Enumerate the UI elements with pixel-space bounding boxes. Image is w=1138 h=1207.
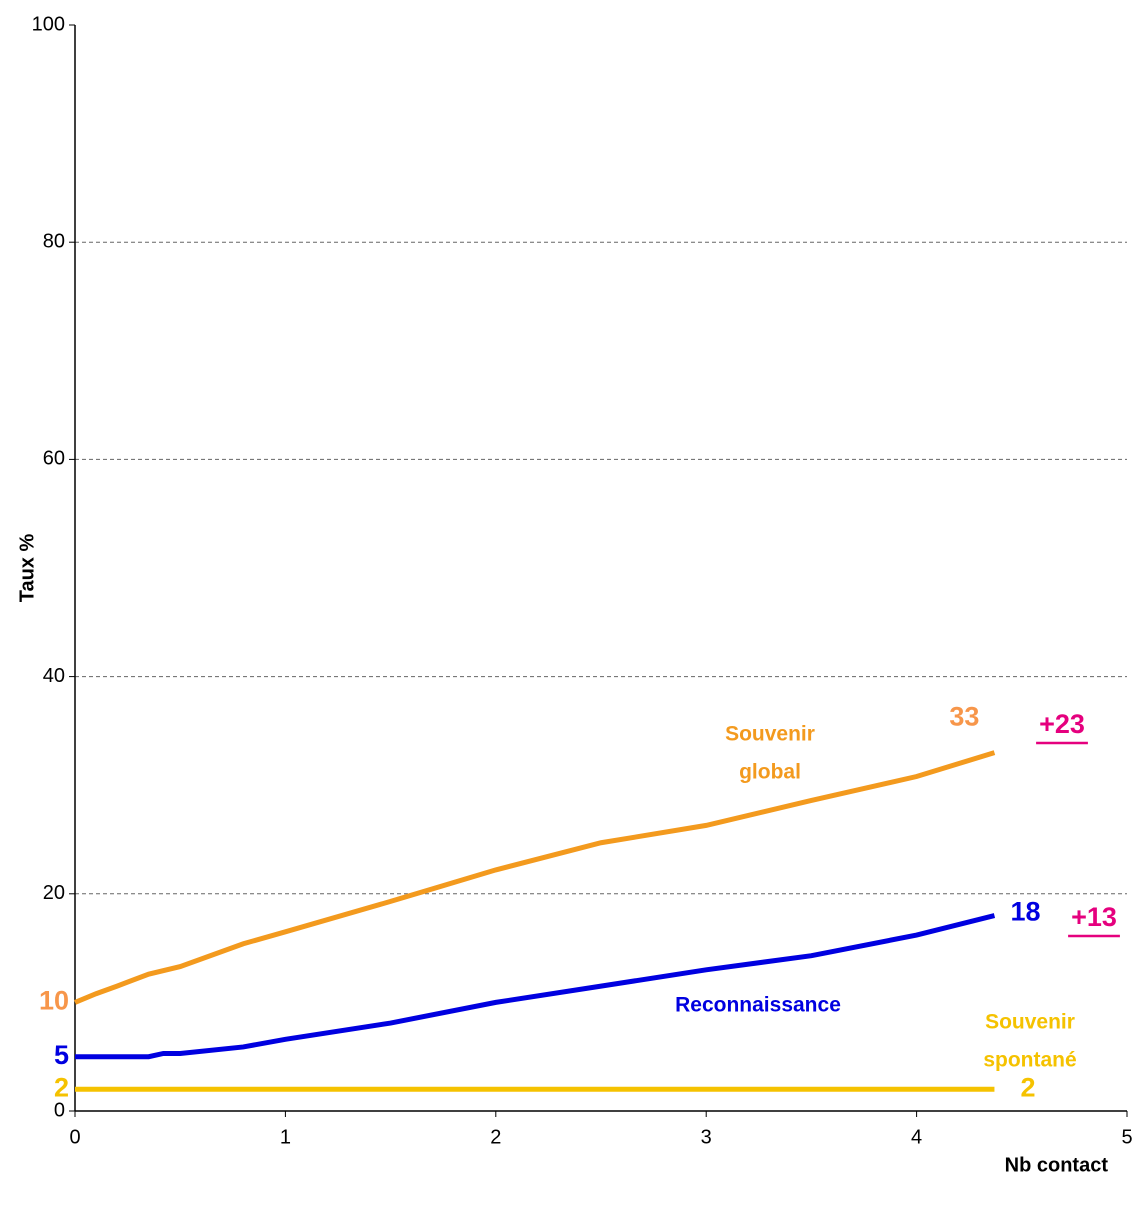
x-tick-label: 1 bbox=[280, 1126, 291, 1148]
annotation: +23 bbox=[1039, 709, 1085, 739]
annotation: Souvenir bbox=[725, 723, 815, 746]
annotation: Souvenir bbox=[985, 1011, 1075, 1034]
data-label: 18 bbox=[1010, 897, 1040, 927]
data-label: 2 bbox=[1020, 1072, 1035, 1102]
x-tick-label: 2 bbox=[490, 1126, 501, 1148]
y-axis-title: Taux % bbox=[16, 534, 38, 603]
annotation: +13 bbox=[1071, 902, 1117, 932]
y-tick-label: 100 bbox=[32, 13, 65, 35]
y-tick-label: 0 bbox=[54, 1099, 65, 1121]
data-label: 33 bbox=[949, 702, 979, 732]
y-tick-label: 60 bbox=[43, 448, 65, 470]
x-axis-title: Nb contact bbox=[1005, 1154, 1109, 1176]
line bbox=[75, 913, 996, 1060]
y-tick-label: 80 bbox=[43, 230, 65, 252]
x-tick-label: 4 bbox=[911, 1126, 922, 1148]
x-tick-label: 3 bbox=[701, 1126, 712, 1148]
data-label: 2 bbox=[54, 1072, 69, 1102]
y-tick-label: 40 bbox=[43, 665, 65, 687]
y-tick-label: 20 bbox=[43, 882, 65, 904]
x-tick-label: 5 bbox=[1121, 1126, 1132, 1148]
data-label: 10 bbox=[39, 986, 69, 1016]
annotation: Reconnaissance bbox=[675, 994, 841, 1017]
annotation: spontané bbox=[983, 1049, 1076, 1072]
annotation: global bbox=[739, 761, 801, 784]
data-label: 5 bbox=[54, 1040, 69, 1070]
line bbox=[74, 750, 996, 1005]
x-tick-label: 0 bbox=[69, 1126, 80, 1148]
